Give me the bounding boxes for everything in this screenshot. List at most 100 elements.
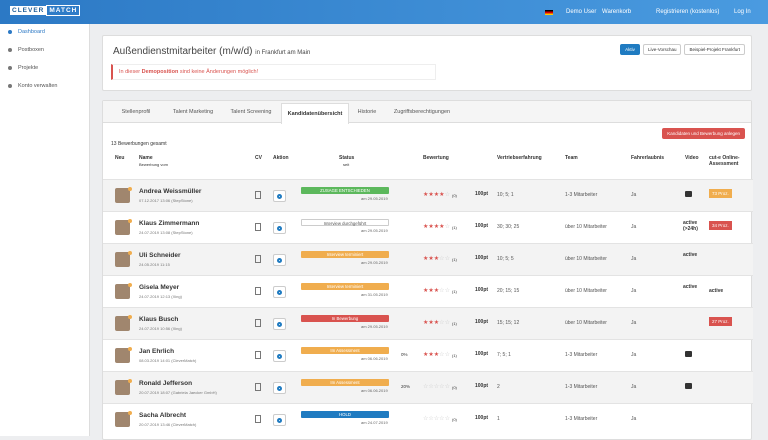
status-since: am 06.06.2019 bbox=[361, 388, 388, 393]
star: ☆ bbox=[439, 256, 445, 262]
table-row: Gisela Meyer 24.07.2019 12:13 (Xing) Inter… bbox=[103, 275, 753, 307]
star: ★ bbox=[439, 224, 445, 230]
points: 100pt bbox=[475, 255, 489, 261]
star: ☆ bbox=[433, 416, 440, 422]
candidate-name[interactable]: Gisela Meyer bbox=[139, 284, 180, 291]
header-button[interactable]: Live-Vorschau bbox=[642, 44, 682, 55]
user[interactable]: Demo User bbox=[566, 9, 597, 15]
tab[interactable]: Talent Marketing bbox=[172, 109, 214, 115]
team: über 10 Mitarbeiter bbox=[565, 256, 607, 262]
status-badge: Interview durchgeführt bbox=[301, 219, 389, 226]
action-button[interactable] bbox=[273, 190, 286, 202]
tab[interactable]: Talent Screening bbox=[230, 109, 272, 115]
sidebar-item[interactable]: Konto verwalten bbox=[18, 83, 58, 89]
experience: 2 bbox=[497, 384, 500, 390]
sidebar-icon bbox=[8, 48, 12, 52]
action-button[interactable] bbox=[273, 254, 286, 266]
candidate-name[interactable]: Sacha Albrecht bbox=[139, 412, 187, 419]
login[interactable]: Log In bbox=[734, 9, 751, 15]
star: ☆ bbox=[439, 352, 445, 358]
avatar bbox=[115, 188, 130, 203]
logo[interactable]: CLEVER MATCH bbox=[10, 5, 81, 16]
candidate-name[interactable]: Andrea Weissmüller bbox=[139, 188, 202, 195]
action-button[interactable] bbox=[273, 350, 286, 362]
application-date: 20.07.2019 18:07 (Gabriela Jaecker GmbH) bbox=[139, 390, 217, 395]
team: über 10 Mitarbeiter bbox=[565, 224, 607, 230]
percent: 20% bbox=[401, 384, 411, 389]
points: 100pt bbox=[475, 351, 489, 357]
stars: ★ ★ ★ ★ ☆ bbox=[423, 191, 450, 198]
status-badge: Interview terminiert bbox=[301, 251, 389, 258]
avatar bbox=[115, 252, 130, 267]
avatar bbox=[115, 220, 130, 235]
application-date: 24.07.2019 13:08 (StepStone) bbox=[139, 230, 193, 235]
video-status: active bbox=[683, 252, 698, 258]
license: Ja bbox=[631, 192, 637, 198]
license: Ja bbox=[631, 320, 637, 326]
star: ★ bbox=[423, 256, 429, 262]
header-button[interactable]: Beispiel-Projekt Frankfurt bbox=[684, 44, 745, 55]
candidate-name[interactable]: Klaus Busch bbox=[139, 316, 179, 323]
team: 1-3 Mitarbeiter bbox=[565, 352, 598, 358]
new-dot bbox=[128, 315, 132, 319]
status-badge: Im Assessment bbox=[301, 347, 389, 354]
table-header: Neu Name Bewerbung vom CV Aktion Status seit Be… bbox=[103, 151, 753, 179]
logo-a: CLEVER bbox=[10, 6, 47, 15]
create-button[interactable]: Kandidaten und Bewerbung anlegen bbox=[662, 128, 745, 139]
star: ★ bbox=[433, 192, 440, 198]
points: 100pt bbox=[475, 223, 489, 229]
action-button[interactable] bbox=[273, 382, 286, 394]
table-row: Klaus Busch 24.07.2019 10:56 (Xing) In Bew… bbox=[103, 307, 753, 339]
rating-count: (0) bbox=[452, 193, 457, 198]
flag[interactable] bbox=[545, 10, 553, 15]
application-date: 20.07.2019 13:46 (CleverMatch) bbox=[139, 422, 197, 427]
candidate-name[interactable]: Uli Schneider bbox=[139, 252, 181, 259]
action-icon bbox=[277, 418, 282, 423]
cart[interactable]: Warenkorb bbox=[602, 9, 632, 15]
sidebar-icon bbox=[8, 30, 12, 34]
star: ☆ bbox=[428, 416, 434, 422]
experience: 20; 15; 15 bbox=[497, 288, 520, 294]
alert-bold: Demoposition bbox=[141, 69, 179, 75]
total: 13 Bewerbungen gesamt bbox=[111, 141, 167, 147]
sidebar-item[interactable]: Dashboard bbox=[18, 29, 45, 35]
points: 100pt bbox=[475, 415, 489, 421]
action-button[interactable] bbox=[273, 222, 286, 234]
sidebar-item[interactable]: Projekte bbox=[18, 65, 39, 71]
sidebar-icon bbox=[8, 66, 12, 70]
logo-b: MATCH bbox=[46, 5, 81, 16]
candidate-name[interactable]: Klaus Zimmermann bbox=[139, 220, 200, 227]
action-button[interactable] bbox=[273, 318, 286, 330]
column-header: Team bbox=[565, 155, 578, 161]
star: ★ bbox=[423, 352, 429, 358]
percent: 0% bbox=[401, 352, 408, 357]
status-badge: Interview terminiert bbox=[301, 283, 389, 290]
action-icon bbox=[277, 386, 282, 391]
column-header: CV bbox=[255, 155, 262, 161]
candidate-name[interactable]: Jan Ehrlich bbox=[139, 348, 175, 355]
rating-count: (1) bbox=[452, 321, 457, 326]
rating-count: (1) bbox=[452, 289, 457, 294]
tab[interactable]: Kandidatenübersicht bbox=[281, 103, 349, 124]
action-button[interactable] bbox=[273, 414, 286, 426]
tab[interactable]: Stellenprofil bbox=[121, 109, 151, 115]
register[interactable]: Registrieren (kostenlos) bbox=[656, 9, 720, 15]
star: ☆ bbox=[428, 384, 434, 390]
tab[interactable]: Zugriffsberechtigungen bbox=[393, 109, 451, 115]
candidate-name[interactable]: Ronald Jefferson bbox=[139, 380, 193, 387]
sidebar-item[interactable]: Postboxen bbox=[18, 47, 44, 53]
action-button[interactable] bbox=[273, 286, 286, 298]
avatar bbox=[115, 412, 130, 427]
star: ★ bbox=[423, 192, 429, 198]
status-badge: HOLD bbox=[301, 411, 389, 418]
star: ☆ bbox=[439, 416, 445, 422]
application-date: 08.03.2019 14:01 (CleverMatch) bbox=[139, 358, 197, 363]
stars: ☆ ☆ ☆ ☆ ☆ bbox=[423, 415, 450, 422]
star: ★ bbox=[433, 256, 440, 262]
video-icon bbox=[685, 351, 692, 357]
header-button[interactable]: Aktiv bbox=[620, 44, 640, 55]
tab[interactable]: Historie bbox=[357, 109, 377, 115]
star: ★ bbox=[433, 320, 440, 326]
status-since: am 31.05.2019 bbox=[361, 292, 388, 297]
cv-icon bbox=[255, 351, 261, 359]
